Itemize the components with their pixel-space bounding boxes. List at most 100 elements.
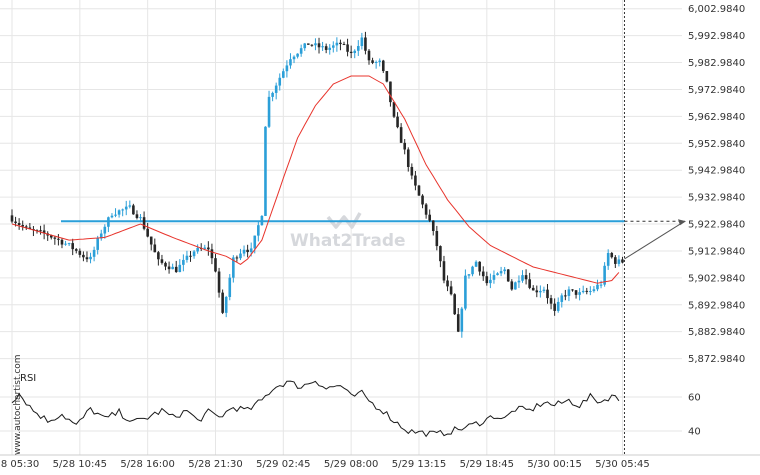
candle bbox=[153, 238, 157, 253]
candle bbox=[431, 220, 435, 236]
candle bbox=[239, 248, 242, 261]
candle bbox=[499, 266, 503, 277]
candle bbox=[439, 245, 442, 268]
candle-body bbox=[299, 48, 303, 54]
candle-body bbox=[424, 204, 428, 215]
candle bbox=[182, 254, 185, 272]
rsi-tick-label: 40 bbox=[688, 427, 701, 438]
candle-body bbox=[603, 265, 606, 285]
candle-body bbox=[442, 261, 446, 281]
candle-body bbox=[332, 45, 335, 48]
candle-body bbox=[260, 215, 264, 226]
candle bbox=[621, 256, 624, 264]
candle bbox=[531, 285, 535, 291]
candle-body bbox=[446, 280, 449, 287]
candle bbox=[157, 251, 160, 266]
candle bbox=[467, 274, 471, 279]
candle-body bbox=[60, 239, 64, 245]
candle-body bbox=[460, 308, 464, 332]
candle bbox=[85, 251, 89, 263]
candle-body bbox=[124, 206, 128, 210]
candle bbox=[517, 275, 521, 288]
candle bbox=[471, 265, 474, 277]
candle bbox=[121, 208, 124, 217]
candle-body bbox=[560, 295, 564, 302]
candle-body bbox=[246, 249, 249, 253]
candle bbox=[10, 209, 14, 224]
candle-body bbox=[456, 314, 460, 332]
candle bbox=[560, 293, 564, 308]
candle bbox=[389, 81, 392, 107]
candle-body bbox=[360, 37, 364, 47]
price-axis: 6,002.9840 5,992.9840 5,982.9840 5,972.9840… bbox=[688, 4, 745, 365]
candle bbox=[142, 211, 146, 231]
candle-body bbox=[85, 257, 89, 260]
candle bbox=[571, 289, 574, 292]
candle bbox=[414, 171, 417, 191]
candle-body bbox=[71, 243, 74, 250]
candle-body bbox=[428, 214, 431, 221]
candle-body bbox=[606, 252, 610, 266]
candle bbox=[114, 208, 117, 218]
candle-body bbox=[621, 259, 624, 263]
rsi-panel: RSI 60 40 bbox=[11, 373, 701, 438]
candle-body bbox=[485, 276, 489, 284]
candle-body bbox=[82, 254, 85, 258]
candle-body bbox=[392, 102, 396, 117]
candle bbox=[78, 248, 82, 258]
forecast-arrow-head-icon bbox=[678, 219, 686, 226]
candle-body bbox=[210, 249, 214, 259]
candle bbox=[235, 255, 239, 262]
candle bbox=[60, 238, 64, 249]
candle-body bbox=[174, 266, 178, 273]
candle-body bbox=[514, 282, 517, 290]
candle-body bbox=[182, 259, 185, 265]
candle-body bbox=[389, 81, 392, 103]
candle bbox=[42, 224, 46, 240]
candle-body bbox=[564, 295, 567, 297]
candle bbox=[207, 241, 210, 256]
candle-body bbox=[42, 230, 46, 234]
candle-body bbox=[589, 291, 592, 293]
time-tick-label: 5/29 13:15 bbox=[392, 459, 446, 470]
candle bbox=[589, 286, 592, 296]
candle-body bbox=[546, 289, 549, 299]
candle-body bbox=[278, 77, 282, 86]
candle bbox=[510, 279, 514, 291]
candle-body bbox=[49, 235, 53, 238]
price-tick-label: 5,922.9840 bbox=[688, 220, 745, 231]
forecast-arrow-line bbox=[624, 221, 684, 260]
candle-body bbox=[110, 215, 114, 218]
candle-body bbox=[78, 250, 82, 255]
candle bbox=[339, 39, 342, 51]
candle-body bbox=[492, 275, 496, 280]
candle bbox=[321, 41, 324, 51]
time-axis: 5/28 05:30 5/28 10:45 5/28 16:00 5/28 21:30… bbox=[0, 459, 650, 470]
candle-body bbox=[185, 255, 189, 260]
candle bbox=[360, 32, 364, 50]
candle-body bbox=[431, 220, 435, 232]
candle-body bbox=[142, 217, 146, 229]
candle bbox=[599, 280, 603, 289]
candle-body bbox=[599, 284, 603, 286]
candle bbox=[567, 286, 571, 302]
candle-body bbox=[596, 284, 599, 290]
candle bbox=[381, 59, 385, 74]
candle bbox=[374, 60, 378, 69]
candle bbox=[364, 31, 367, 55]
rsi-line bbox=[11, 380, 620, 438]
candle-body bbox=[478, 261, 481, 272]
candle-body bbox=[531, 287, 535, 291]
candle bbox=[553, 298, 556, 316]
candle-body bbox=[57, 238, 60, 240]
candle-body bbox=[171, 266, 174, 270]
candle bbox=[221, 289, 224, 315]
candle-body bbox=[406, 149, 410, 167]
candle bbox=[435, 225, 439, 251]
candle-body bbox=[506, 269, 510, 282]
candle-body bbox=[153, 244, 157, 253]
candle-body bbox=[371, 60, 374, 63]
candle-body bbox=[435, 231, 439, 247]
time-tick-label: 5/28 16:00 bbox=[120, 459, 174, 470]
candle bbox=[460, 306, 464, 338]
